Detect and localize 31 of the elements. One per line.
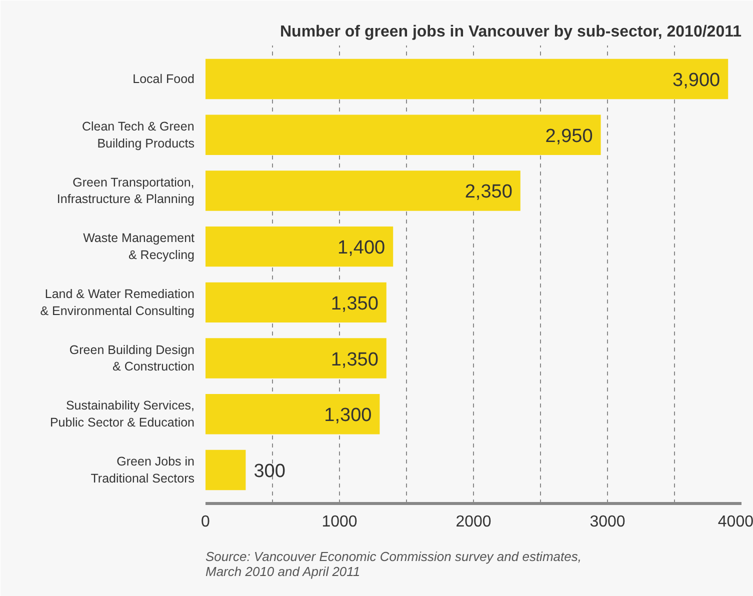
y-tick-label: Sustainability Services, Public Sector & Education (50, 398, 195, 430)
bar (206, 450, 246, 490)
y-tick-label: Green Transportation, Infrastructure & Planning (56, 175, 195, 206)
bar (206, 394, 380, 434)
bar (206, 338, 386, 378)
data-label: 2,350 (464, 182, 512, 203)
chart-title: Number of green jobs in Vancouver by sub-sector, 2010/2011 (280, 24, 742, 40)
x-tick-label: 0 (201, 514, 210, 530)
bar (206, 226, 394, 267)
bar (206, 58, 728, 100)
data-label: 3,900 (672, 70, 720, 92)
x-tick-label: 2000 (456, 514, 492, 530)
x-tick-label: 3000 (590, 514, 626, 530)
source-note: Source: Vancouver Economic Commission survey and estimates, March 2010 and April 2011 (206, 549, 582, 579)
y-tick-label: Waste Management & Recycling (83, 231, 196, 262)
data-label: 1,350 (330, 349, 378, 370)
data-label: 1,400 (338, 238, 386, 259)
bar (206, 282, 386, 323)
y-tick-label: Clean Tech & Green Building Products (82, 119, 195, 150)
data-label: 2,950 (545, 126, 593, 147)
bar (206, 114, 601, 155)
x-tick-label: 4000 (718, 514, 753, 530)
data-label: 1,300 (324, 405, 372, 426)
data-label: 300 (254, 460, 286, 482)
bar (206, 170, 520, 211)
y-tick-label: Land & Water Remediation & Environmental Consulting (40, 287, 195, 318)
y-tick-label: Green Jobs in Traditional Sectors (90, 454, 195, 486)
y-tick-label: Local Food (132, 72, 195, 86)
data-label: 1,350 (330, 293, 378, 314)
x-tick-label: 1000 (322, 514, 358, 530)
y-tick-label: Green Building Design & Construction (69, 342, 195, 374)
